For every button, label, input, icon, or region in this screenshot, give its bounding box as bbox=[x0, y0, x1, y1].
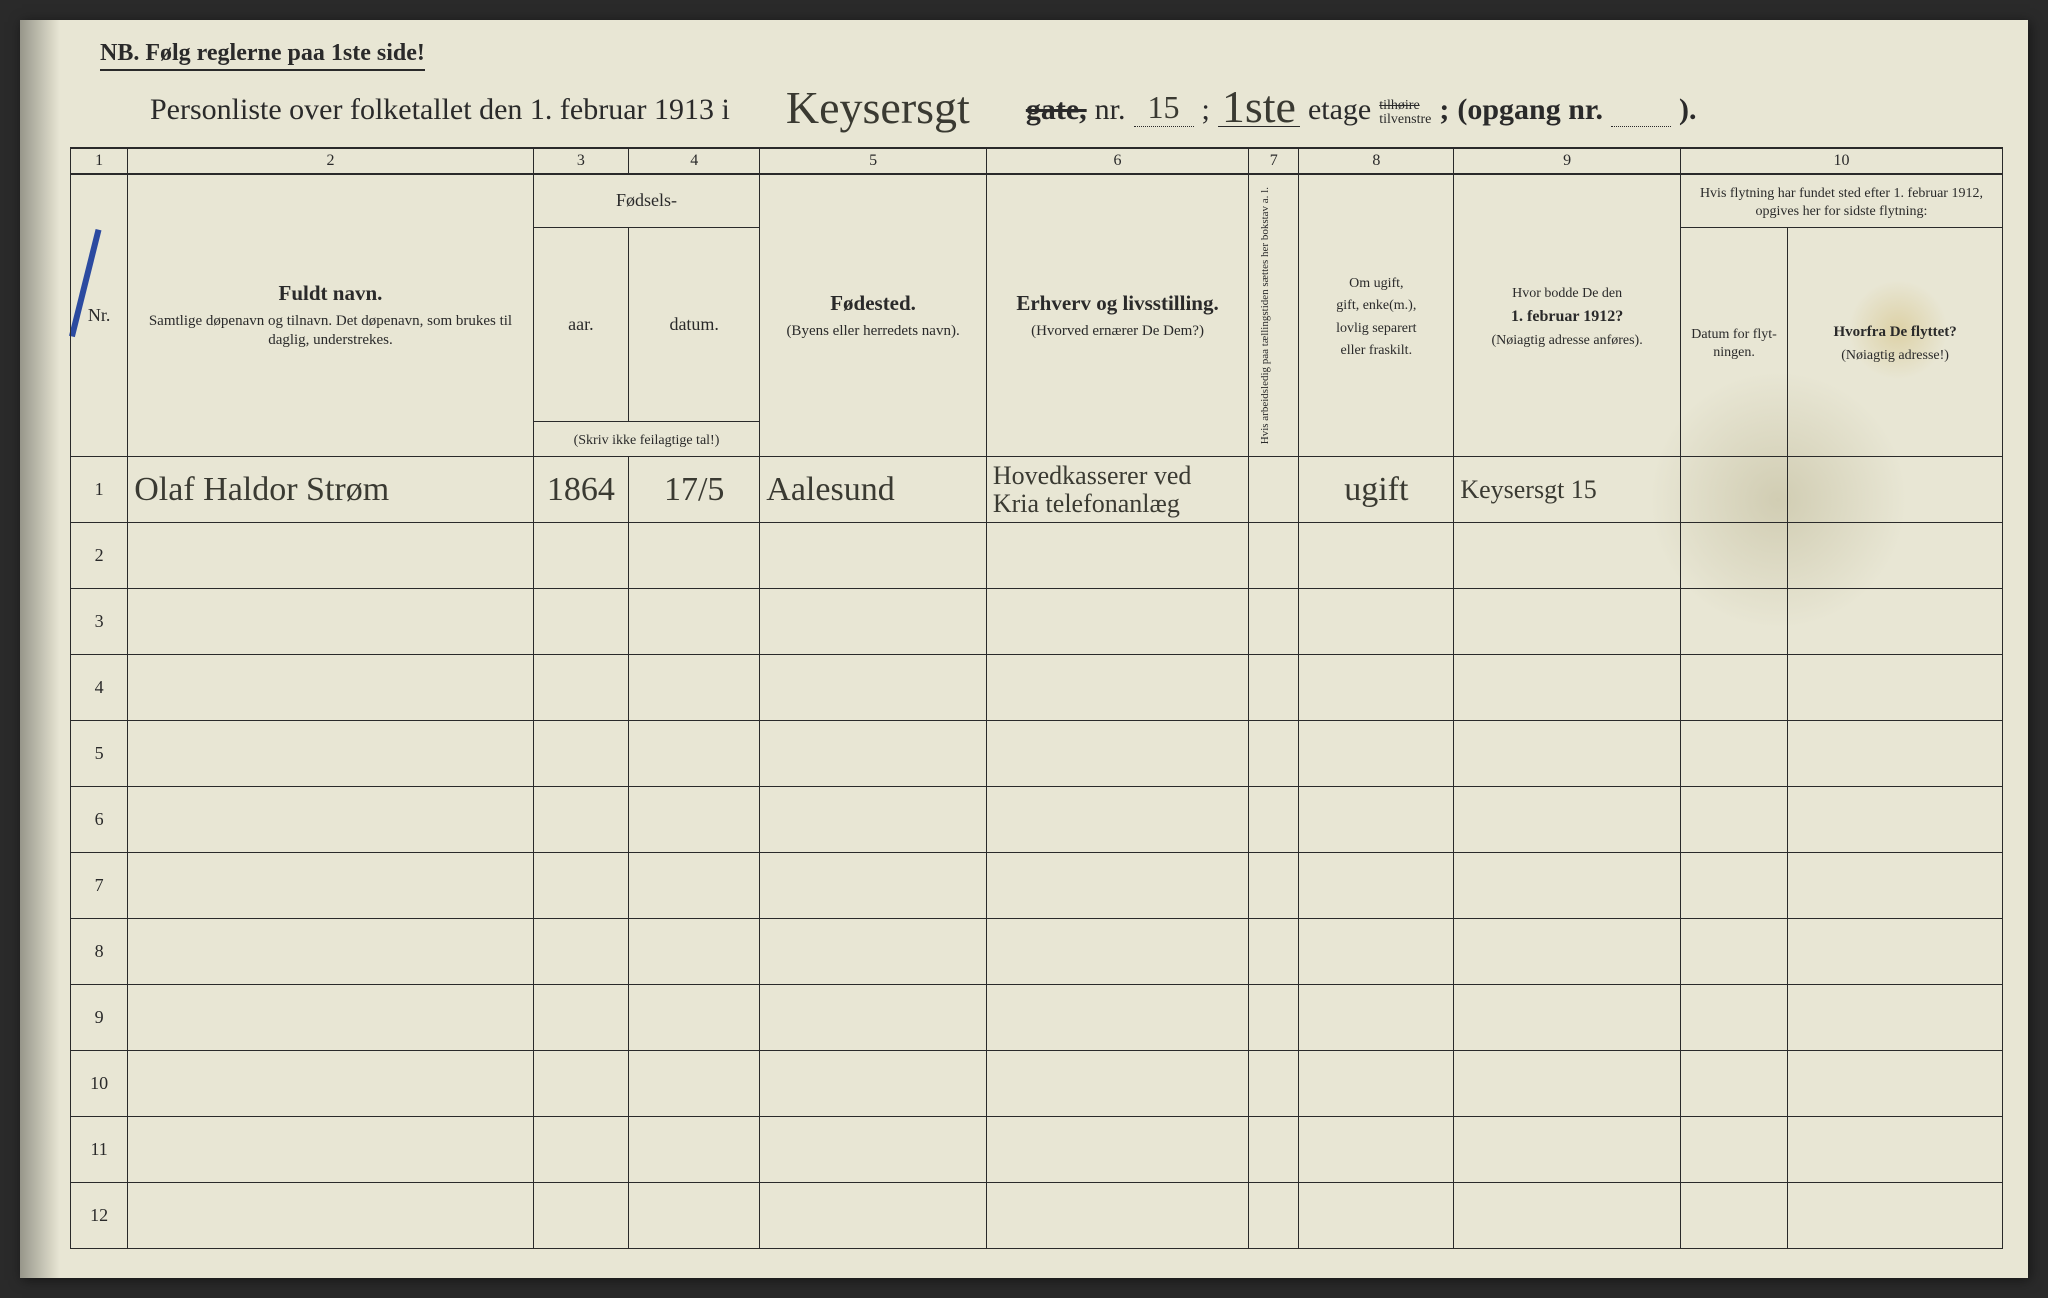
semicolon: ; bbox=[1202, 93, 1210, 127]
cell-col7 bbox=[1249, 457, 1299, 523]
cell-flyt-datum bbox=[1680, 457, 1787, 523]
table-row: 11 bbox=[71, 1117, 2003, 1183]
col-erhverv-title: Erhverv og livsstilling. bbox=[1016, 291, 1218, 315]
row-number: 5 bbox=[71, 721, 128, 787]
cell-fodested: Aalesund bbox=[760, 457, 987, 523]
column-number-row: 1 2 3 4 5 6 7 8 9 10 bbox=[71, 148, 2003, 174]
side-options: tilhøire tilvenstre bbox=[1379, 99, 1431, 127]
colnum: 4 bbox=[629, 148, 760, 174]
cell-flyt-fra bbox=[1788, 457, 2003, 523]
col-erhverv-sub: (Hvorved ernærer De Dem?) bbox=[995, 322, 1240, 342]
title-prefix: Personliste over folketallet den 1. febr… bbox=[150, 93, 730, 127]
col-erhverv: Erhverv og livsstilling. (Hvorved ernære… bbox=[986, 174, 1248, 457]
table-row: 6 bbox=[71, 787, 2003, 853]
cell-status: ugift bbox=[1299, 457, 1454, 523]
col-fodsels-note: (Skriv ikke feilagtige tal!) bbox=[533, 422, 760, 457]
table-row: 8 bbox=[71, 919, 2003, 985]
nr-label: nr. bbox=[1095, 93, 1126, 127]
col-fodested-title: Fødested. bbox=[830, 291, 916, 315]
col-name-sub: Samtlige døpenavn og tilnavn. Det døpena… bbox=[136, 312, 524, 351]
opgang-label: (opgang nr. bbox=[1457, 93, 1603, 127]
table-row: 9 bbox=[71, 985, 2003, 1051]
etage-handwritten: 1ste bbox=[1218, 89, 1300, 127]
row-number: 6 bbox=[71, 787, 128, 853]
colnum: 9 bbox=[1454, 148, 1681, 174]
house-nr-handwritten: 15 bbox=[1134, 89, 1194, 127]
col-7-vtext: Hvis arbeidsledig paa tællingstiden sætt… bbox=[1257, 181, 1273, 450]
gate-label-struck: gate, bbox=[1026, 93, 1087, 127]
opgang-handwritten bbox=[1611, 126, 1671, 127]
col-fodsels: Fødsels- bbox=[533, 174, 760, 228]
title-line: Personliste over folketallet den 1. febr… bbox=[150, 89, 2003, 127]
col-name: Fuldt navn. Samtlige døpenavn og tilnavn… bbox=[128, 174, 533, 457]
row-number: 8 bbox=[71, 919, 128, 985]
form-content: NB. Følg reglerne paa 1ste side! Personl… bbox=[70, 40, 2003, 1253]
table-row: 5 bbox=[71, 721, 2003, 787]
colnum: 7 bbox=[1249, 148, 1299, 174]
cell-datum: 17/5 bbox=[629, 457, 760, 523]
col-datum: datum. bbox=[629, 228, 760, 422]
nb-text: Følg reglerne paa 1ste side! bbox=[145, 40, 425, 66]
row-number: 9 bbox=[71, 985, 128, 1051]
row-number: 3 bbox=[71, 589, 128, 655]
scan-shadow-left bbox=[20, 20, 60, 1278]
colnum: 8 bbox=[1299, 148, 1454, 174]
row-number: 11 bbox=[71, 1117, 128, 1183]
table-row: 12 bbox=[71, 1183, 2003, 1249]
header-row: Nr. Fuldt navn. Samtlige døpenavn og til… bbox=[71, 174, 2003, 228]
col-10a: Datum for flyt-ningen. bbox=[1680, 228, 1787, 457]
col-nr: Nr. bbox=[71, 174, 128, 457]
table-row: 2 bbox=[71, 523, 2003, 589]
col-9: Hvor bodde De den 1. februar 1912? (Nøia… bbox=[1454, 174, 1681, 457]
col-8: Om ugift, gift, enke(m.), lovlig separer… bbox=[1299, 174, 1454, 457]
nb-instruction: NB. Følg reglerne paa 1ste side! bbox=[100, 40, 425, 71]
side-venstre: tilvenstre bbox=[1379, 113, 1431, 127]
colnum: 10 bbox=[1680, 148, 2002, 174]
table-row: 10 bbox=[71, 1051, 2003, 1117]
col-fodested-sub: (Byens eller herredets navn). bbox=[768, 322, 978, 342]
colnum: 5 bbox=[760, 148, 987, 174]
col-7: Hvis arbeidsledig paa tællingstiden sætt… bbox=[1249, 174, 1299, 457]
table-row: 3 bbox=[71, 589, 2003, 655]
cell-name: Olaf Haldor Strøm bbox=[128, 457, 533, 523]
table-row: 4 bbox=[71, 655, 2003, 721]
nb-label: NB. bbox=[100, 40, 139, 66]
row-number: 2 bbox=[71, 523, 128, 589]
col-name-title: Fuldt navn. bbox=[279, 281, 383, 305]
row-number: 4 bbox=[71, 655, 128, 721]
etage-label: etage bbox=[1308, 93, 1371, 127]
census-form-page: NB. Følg reglerne paa 1ste side! Personl… bbox=[20, 20, 2028, 1278]
cell-erhverv: Hovedkasserer ved Kria telefonanlæg bbox=[986, 457, 1248, 523]
col-10-top: Hvis flytning har fundet sted efter 1. f… bbox=[1680, 174, 2002, 228]
colnum: 6 bbox=[986, 148, 1248, 174]
table-row: 1 Olaf Haldor Strøm 1864 17/5 Aalesund H… bbox=[71, 457, 2003, 523]
row-number: 1 bbox=[71, 457, 128, 523]
cell-addr1912: Keysersgt 15 bbox=[1454, 457, 1681, 523]
row-number: 10 bbox=[71, 1051, 128, 1117]
col-10b: Hvorfra De flyttet? (Nøiagtig adresse!) bbox=[1788, 228, 2003, 457]
table-row: 7 bbox=[71, 853, 2003, 919]
row-number: 12 bbox=[71, 1183, 128, 1249]
colnum: 2 bbox=[128, 148, 533, 174]
colnum: 3 bbox=[533, 148, 628, 174]
colnum: 1 bbox=[71, 148, 128, 174]
col-aar: aar. bbox=[533, 228, 628, 422]
census-table: 1 2 3 4 5 6 7 8 9 10 Nr. Fuldt navn. Sam… bbox=[70, 147, 2003, 1249]
street-handwritten: Keysersgt bbox=[738, 90, 1018, 127]
cell-aar: 1864 bbox=[533, 457, 628, 523]
row-number: 7 bbox=[71, 853, 128, 919]
close-paren: ). bbox=[1679, 93, 1697, 127]
col-fodested: Fødested. (Byens eller herredets navn). bbox=[760, 174, 987, 457]
side-hoire-struck: tilhøire bbox=[1379, 99, 1431, 113]
